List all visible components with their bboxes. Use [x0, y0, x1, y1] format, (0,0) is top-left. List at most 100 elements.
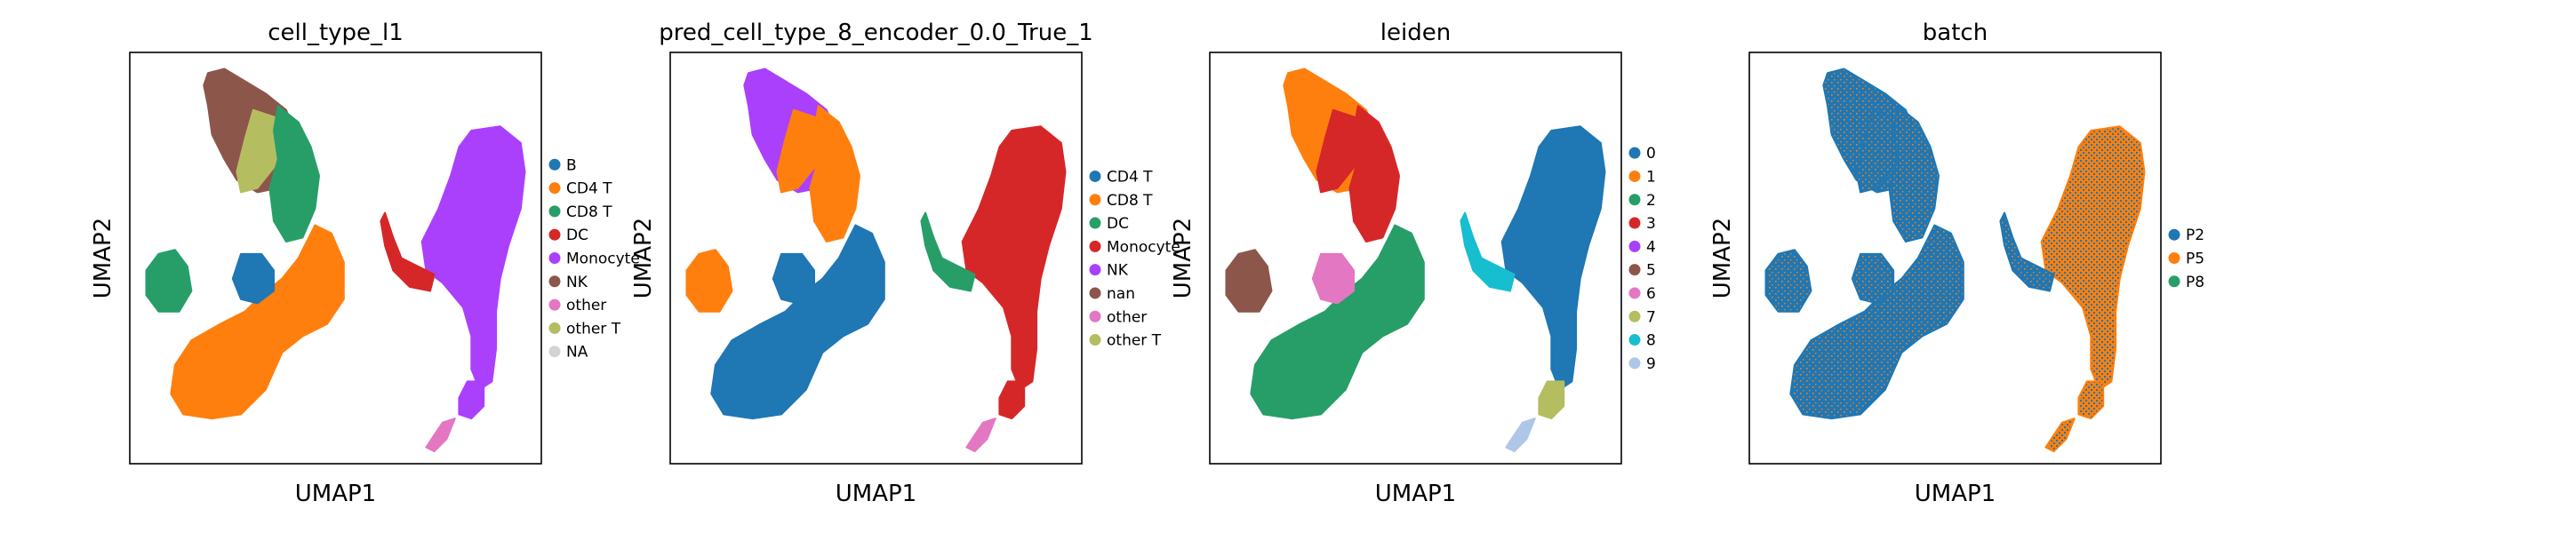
legend-label-p5: P5 [2186, 251, 2204, 268]
cluster-6-smallBlob [1311, 252, 1355, 305]
cluster-p5-tailLower [2044, 418, 2076, 453]
legend-label-dc: DC [566, 227, 588, 244]
legend-label-na: NA [566, 344, 588, 362]
legend-marker-p2 [2168, 228, 2180, 241]
legend-label-3: 3 [1646, 215, 1656, 233]
panel-title: pred_cell_type_8_encoder_0.0_True_1 [659, 20, 1092, 46]
cluster-p2-smallBlob [1851, 252, 1895, 305]
scatter-points [1225, 68, 1606, 453]
plot-frame [129, 52, 542, 465]
legend-marker-3 [1628, 217, 1641, 229]
scatter-points [145, 68, 526, 453]
umap-panel-pred-cell-type-8-encoder-0-0-true-1: pred_cell_type_8_encoder_0.0_True_1 UMAP1… [630, 20, 1180, 507]
umap-panel-batch: batch UMAP1 UMAP2 P2 P5 P8 [1709, 20, 2204, 507]
x-axis-label: UMAP1 [1375, 481, 1456, 507]
cluster-p2-dcArm [1999, 211, 2055, 292]
legend-marker-7 [1628, 310, 1641, 322]
legend-label-p8: P8 [2186, 274, 2204, 291]
cluster-cd4-t-cd4 [710, 224, 885, 420]
scatter-points [1764, 68, 2146, 453]
legend-marker-nk [1089, 264, 1101, 276]
legend-label-other: other [566, 297, 606, 314]
cluster-cd8-t-leftIsland [145, 249, 193, 313]
legend-marker-b [548, 158, 561, 171]
legend-label-nk: NK [1107, 262, 1129, 280]
cluster-p2-leftIsland [1764, 249, 1812, 313]
x-axis-label: UMAP1 [295, 481, 376, 507]
legend-marker-5 [1628, 264, 1641, 276]
y-axis-label: UMAP2 [90, 218, 116, 298]
cluster-cd8-t-leftIsland [685, 249, 733, 313]
cluster-8-dcArm [1460, 211, 1516, 292]
legend-marker-cd4-t [548, 182, 561, 195]
legend-label-monocyte: Monocyte [1107, 238, 1180, 256]
legend-label-cd8-t: CD8 T [1107, 192, 1153, 210]
legend-label-b: B [566, 156, 577, 174]
panel-title: batch [1923, 20, 1988, 46]
legend-label-7: 7 [1646, 308, 1656, 326]
legend-marker-1 [1628, 170, 1641, 182]
cluster-p2-cd4 [1789, 224, 1964, 420]
panel-title: leiden [1380, 20, 1451, 46]
cluster-cd8-t-cd8 [809, 105, 860, 243]
legend-marker-other-t [548, 322, 561, 334]
cluster-p5-tailUpper [2077, 380, 2105, 420]
x-axis-label: UMAP1 [836, 481, 916, 507]
legend-marker-2 [1628, 194, 1641, 206]
legend-label-nk: NK [566, 274, 588, 291]
legend-marker-6 [1628, 287, 1641, 299]
legend-marker-9 [1628, 357, 1641, 370]
cluster-cd4-t-smallBlob [772, 252, 815, 305]
plot-frame [669, 52, 1083, 465]
plot-frame [1748, 52, 2162, 465]
legend-label-cd4-t: CD4 T [566, 180, 612, 198]
legend-label-cd4-t: CD4 T [1107, 168, 1153, 186]
legend-label-2: 2 [1646, 192, 1656, 210]
cluster-cd8-t-cd8 [268, 105, 320, 243]
plot-frame [1209, 52, 1622, 465]
legend: CD4 T CD8 T DC Monocyte NK nan other other T [1089, 168, 1180, 350]
legend-marker-cd4-t [1089, 170, 1101, 182]
cluster-other-tailLower [965, 418, 996, 453]
cluster-b-smallBlob [231, 252, 275, 305]
legend-label-4: 4 [1646, 238, 1656, 256]
legend-label-monocyte: Monocyte [566, 251, 640, 268]
legend-marker-p8 [2168, 275, 2180, 288]
umap-panel-cell-type-l1: cell_type_l1 UMAP1 UMAP2 B CD4 T CD8 T DC Monoc… [90, 20, 640, 507]
panel-title: cell_type_l1 [268, 20, 404, 46]
cluster-dc-dcArm [920, 211, 976, 292]
legend: B CD4 T CD8 T DC Monocyte NK other other T NA [548, 156, 640, 362]
legend-marker-8 [1628, 334, 1641, 346]
legend-label-other-t: other T [566, 320, 621, 338]
legend-label-nan: nan [1107, 285, 1135, 303]
panels-container: cell_type_l1 UMAP1 UMAP2 B CD4 T CD8 T DC Monoc… [90, 20, 2204, 507]
legend-marker-other [548, 298, 561, 311]
cluster-9-tailLower [1505, 418, 1536, 453]
legend-label-9: 9 [1646, 355, 1656, 373]
legend-marker-0 [1628, 147, 1641, 159]
legend-marker-cd8-t [548, 205, 561, 218]
legend: P2 P5 P8 [2168, 227, 2204, 291]
legend-marker-4 [1628, 240, 1641, 252]
legend-marker-monocyte [1089, 240, 1101, 252]
x-axis-label: UMAP1 [1915, 481, 1996, 507]
legend: 0 1 2 3 4 5 6 7 8 9 [1628, 145, 1656, 373]
legend-marker-nan [1089, 287, 1101, 299]
legend-marker-other [1089, 310, 1101, 322]
legend-label-1: 1 [1646, 168, 1656, 186]
legend-label-8: 8 [1646, 332, 1656, 350]
legend-label-0: 0 [1646, 145, 1656, 163]
y-axis-label: UMAP2 [1170, 218, 1196, 298]
legend-marker-p5 [2168, 252, 2180, 264]
cluster-3-cd8 [1348, 105, 1400, 243]
umap-panel-leiden: leiden UMAP1 UMAP2 0 1 2 3 4 5 6 7 8 9 [1170, 20, 1656, 507]
legend-marker-dc [1089, 217, 1101, 229]
legend-label-cd8-t: CD8 T [566, 203, 612, 221]
cluster-5-leftIsland [1225, 249, 1273, 313]
scatter-points [685, 68, 1067, 453]
legend-marker-cd8-t [1089, 194, 1101, 206]
cluster-monocyte-tailUpper [998, 380, 1026, 420]
cluster-7-tailUpper [1538, 380, 1565, 420]
legend-marker-other-t [1089, 334, 1101, 346]
